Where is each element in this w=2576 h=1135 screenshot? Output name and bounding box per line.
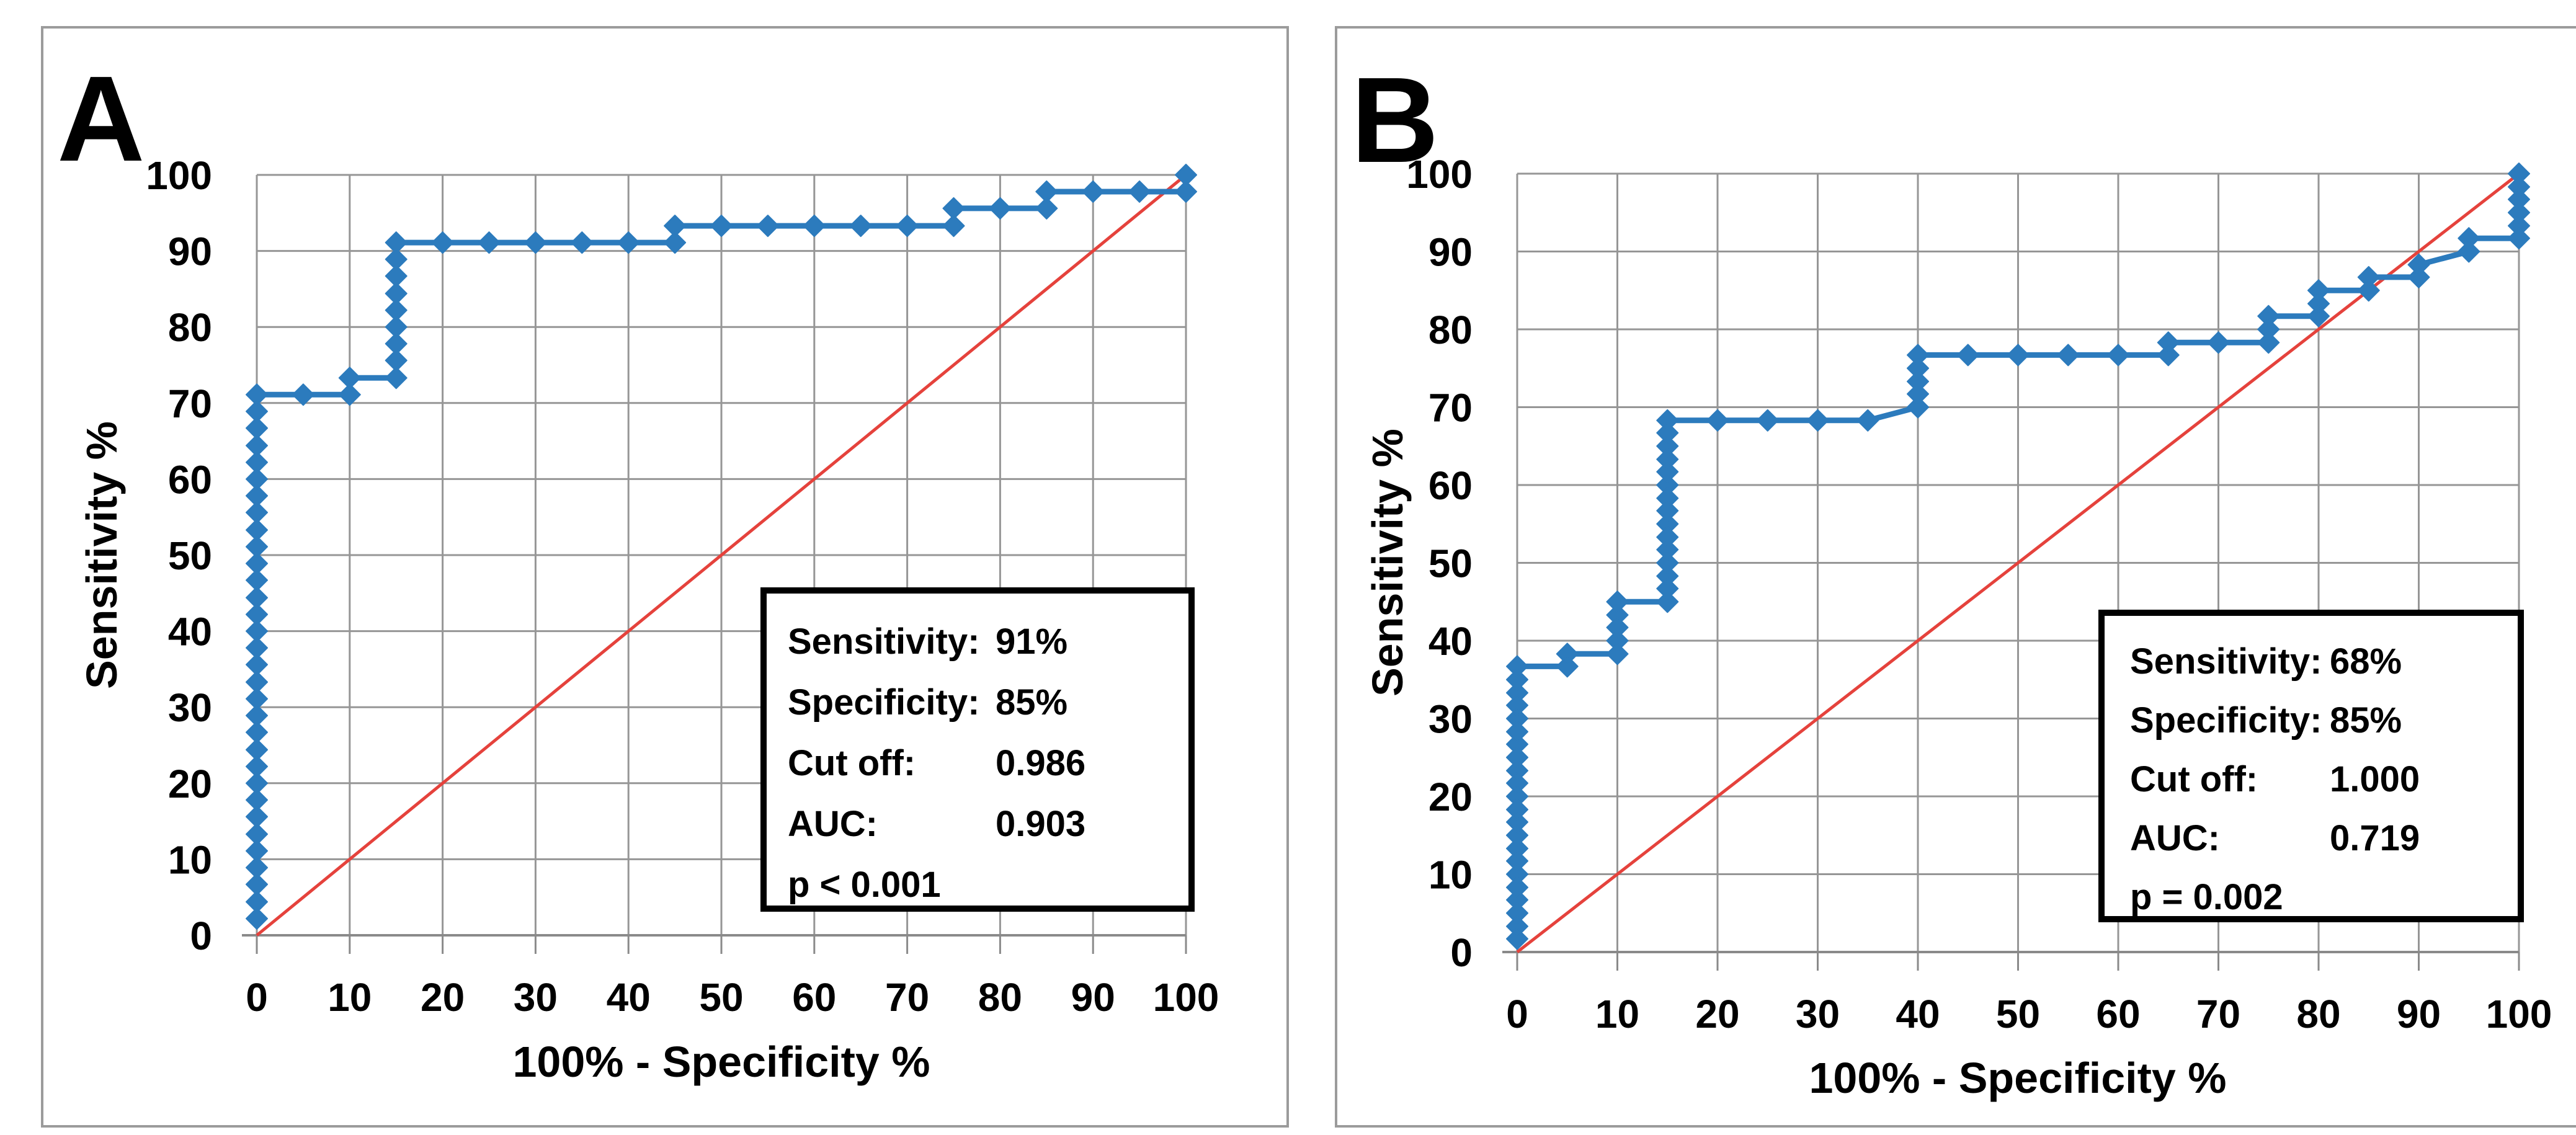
y-tick-label: 40 — [1428, 619, 1473, 664]
x-tick-label: 20 — [421, 975, 465, 1020]
stat-label: Specificity: — [2130, 700, 2322, 741]
y-tick-label: 30 — [168, 685, 212, 730]
y-tick-label: 50 — [168, 533, 212, 578]
reference-diagonal-line — [1516, 172, 2520, 953]
y-tick-label: 70 — [168, 381, 212, 426]
x-tick-label: 90 — [2397, 992, 2441, 1036]
tick-labels: 0 10 20 30 40 50 60 70 80 90 100 0 10 20 30 40 50 60 70 80 9… — [1406, 152, 2552, 1036]
x-axis — [242, 934, 1187, 954]
stat-label: Sensitivity: — [788, 621, 979, 662]
y-tick-label: 20 — [168, 762, 212, 806]
x-tick-label: 90 — [1071, 975, 1115, 1020]
roc-chart-a: 0 10 20 30 40 50 60 70 80 90 100 0 10 20 30 40 50 60 70 80 9… — [57, 51, 1219, 1086]
y-tick-label: 80 — [168, 305, 212, 350]
x-tick-label: 80 — [2296, 992, 2340, 1036]
y-tick-label: 90 — [1428, 230, 1473, 275]
x-tick-label: 40 — [1896, 992, 1940, 1036]
y-tick-label: 30 — [1428, 697, 1473, 742]
y-tick-label: 90 — [168, 229, 212, 274]
stat-value: 85% — [996, 682, 1067, 723]
stat-label: AUC: — [2130, 818, 2220, 858]
stat-label: Cut off: — [2130, 759, 2258, 799]
stats-box-b: Sensitivity: 68% Specificity: 85% Cut of… — [2098, 610, 2524, 922]
x-axis-title: 100% - Specificity % — [512, 1038, 930, 1086]
roc-panel-a: 0 10 20 30 40 50 60 70 80 90 100 0 10 20 30 40 50 60 70 80 9… — [41, 26, 1289, 1128]
stat-value: 0.903 — [996, 804, 1085, 844]
panel-label-a: A — [57, 51, 145, 187]
y-tick-label: 20 — [1428, 775, 1473, 819]
x-tick-label: 0 — [1506, 992, 1528, 1036]
y-tick-label: 10 — [168, 837, 212, 882]
x-tick-label: 30 — [1796, 992, 1840, 1036]
x-tick-label: 40 — [607, 975, 651, 1020]
tick-labels: 0 10 20 30 40 50 60 70 80 90 100 0 10 20 30 40 50 60 70 80 9… — [146, 153, 1219, 1020]
y-tick-label: 70 — [1428, 386, 1473, 430]
stat-label: p = 0.002 — [2130, 877, 2283, 917]
stat-label: Cut off: — [788, 743, 916, 783]
stats-box-a: Sensitivity: 91% Specificity: 85% Cut of… — [760, 587, 1195, 912]
stat-value: 91% — [996, 621, 1067, 662]
y-axis-title: Sensitivity % — [78, 421, 126, 689]
y-axis-title: Sensitivity % — [1363, 429, 1412, 697]
y-tick-label: 60 — [168, 457, 212, 502]
stat-value: 0.719 — [2330, 818, 2420, 858]
stat-value: 68% — [2330, 641, 2402, 682]
x-tick-label: 80 — [978, 975, 1022, 1020]
x-axis-title: 100% - Specificity % — [1809, 1054, 2226, 1102]
stats-box-border — [2098, 610, 2524, 922]
x-axis — [1502, 951, 2520, 971]
x-tick-label: 60 — [2096, 992, 2140, 1036]
y-tick-label: 10 — [1428, 853, 1473, 897]
x-tick-label: 10 — [1595, 992, 1639, 1036]
y-tick-label: 80 — [1428, 308, 1473, 352]
x-tick-label: 100 — [1153, 975, 1219, 1020]
x-tick-label: 50 — [1996, 992, 2040, 1036]
y-tick-label: 40 — [168, 610, 212, 654]
x-tick-label: 100 — [2486, 992, 2552, 1036]
y-tick-label: 100 — [1406, 152, 1473, 197]
y-tick-label: 0 — [190, 914, 212, 958]
x-tick-label: 60 — [792, 975, 836, 1020]
stat-value: 85% — [2330, 700, 2402, 741]
y-tick-label: 60 — [1428, 463, 1473, 508]
stat-label: p < 0.001 — [788, 865, 941, 905]
roc-markers — [246, 164, 1197, 930]
roc-panel-b: 0 10 20 30 40 50 60 70 80 90 100 0 10 20 30 40 50 60 70 80 9… — [1335, 26, 2576, 1128]
stats-box-border — [760, 587, 1195, 912]
y-tick-label: 50 — [1428, 541, 1473, 586]
x-tick-label: 0 — [246, 975, 268, 1020]
panel-label-b: B — [1351, 52, 1439, 188]
x-tick-label: 50 — [699, 975, 743, 1020]
x-tick-label: 30 — [514, 975, 558, 1020]
roc-chart-b: 0 10 20 30 40 50 60 70 80 90 100 0 10 20 30 40 50 60 70 80 9… — [1351, 52, 2552, 1102]
x-tick-label: 70 — [2196, 992, 2240, 1036]
stat-value: 0.986 — [996, 743, 1085, 783]
x-tick-label: 20 — [1695, 992, 1739, 1036]
reference-diagonal-line — [256, 174, 1187, 937]
y-tick-label: 100 — [146, 153, 212, 198]
stat-label: Specificity: — [788, 682, 979, 723]
stat-label: AUC: — [788, 804, 878, 844]
x-tick-label: 10 — [328, 975, 372, 1020]
y-tick-label: 0 — [1450, 930, 1473, 975]
roc-markers — [1506, 162, 2530, 950]
x-tick-label: 70 — [885, 975, 929, 1020]
stat-value: 1.000 — [2330, 759, 2420, 799]
stat-label: Sensitivity: — [2130, 641, 2322, 682]
